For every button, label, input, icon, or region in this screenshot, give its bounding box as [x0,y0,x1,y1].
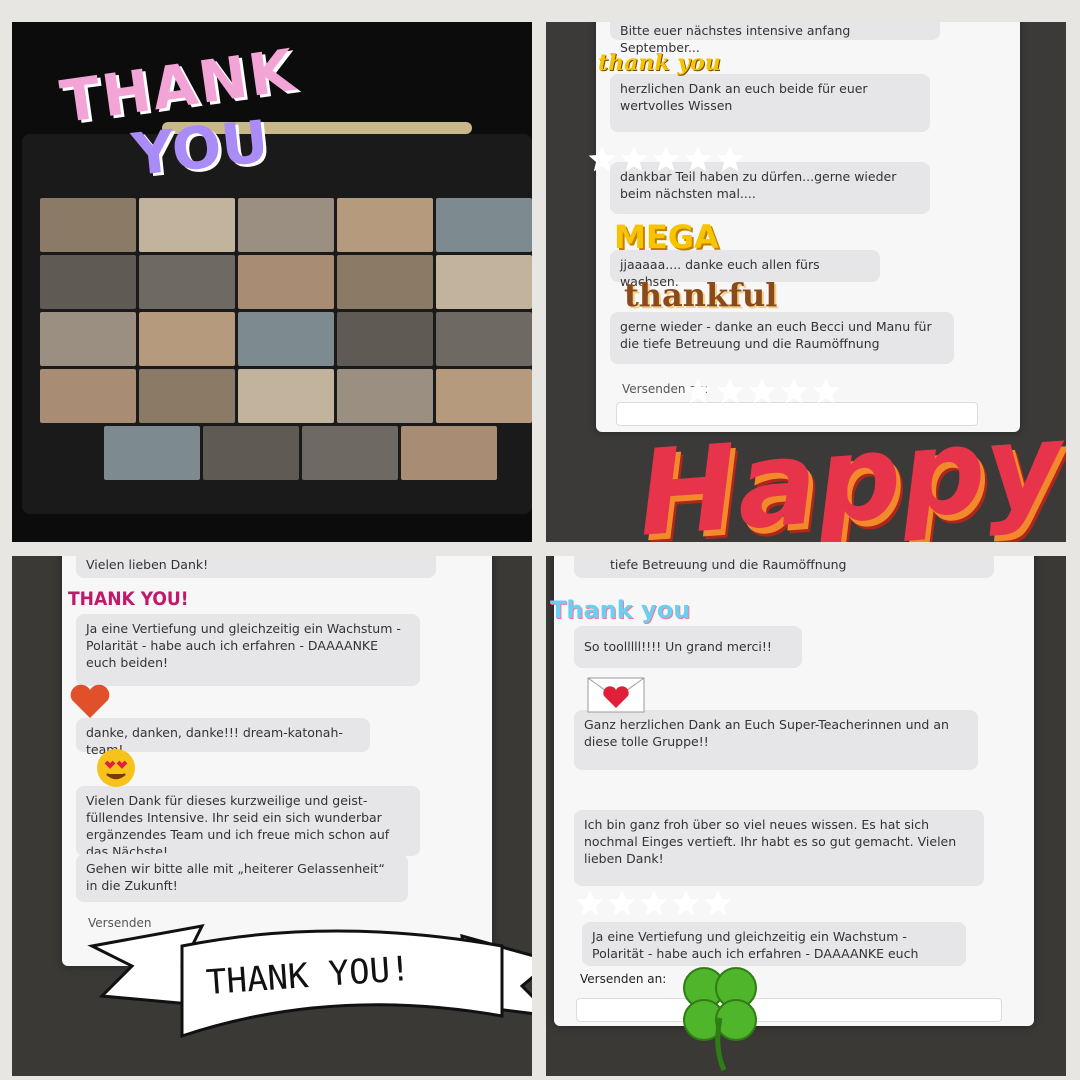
video-tile [436,198,532,252]
sticker-thankyou: thank you [598,50,721,76]
video-tile [203,426,299,480]
send-label: Versenden [88,916,152,930]
lamp [162,122,472,134]
star [672,890,700,916]
chat-message: Vielen Dank für dieses kurzweilige und g… [76,786,420,859]
video-tile [337,255,433,309]
chat-message: herzlichen Dank an euch beide für euer w… [610,74,930,132]
send-label: Versenden an: [622,382,709,396]
video-tile [436,255,532,309]
video-tile [337,198,433,252]
video-tile [238,198,334,252]
ribbon [87,923,532,1039]
chat-panel: Bitte euer nächstes intensive anfang Sep… [546,22,1066,542]
video-tile [401,426,497,480]
chat-panel: tiefe Betreuung und die Raumöffnung So t… [546,556,1066,1076]
sticker-you: YOU [128,107,272,189]
chat-message: jjaaaaa.... danke euch allen fürs wachse… [610,250,880,289]
sticker-thankyou: Thank you [550,596,691,624]
star [716,378,744,404]
video-tile [40,255,136,309]
heart [70,684,110,718]
chat-input [576,998,1002,1022]
star [716,146,744,172]
chat-message: Vielen lieben Dank! [76,556,436,578]
chat-message: So toolllll!!!! Un grand merci!! [574,626,802,668]
emoji [97,749,135,787]
chat-input [616,402,978,426]
star [588,146,616,172]
star [652,146,680,172]
star [704,890,732,916]
envelope [587,677,645,713]
star [576,890,604,916]
clover [683,967,757,1072]
video-tile [139,369,235,423]
send-label: Versenden an: [580,972,667,986]
chat-message: Ich bin ganz froh über so viel neues wis… [574,810,984,886]
stars [576,890,732,916]
star [684,378,712,404]
video-tile [337,312,433,366]
star [780,378,808,404]
stars [684,378,840,404]
video-tile [40,369,136,423]
video-tile [139,198,235,252]
video-tile [302,426,398,480]
sticker-thankful: thankful [624,276,778,314]
chat-message: tiefe Betreuung und die Raumöffnung [574,556,994,578]
chat-message: Bitte euer nächstes intensive anfang Sep… [610,22,940,55]
chat-message: gerne wieder - danke an euch Becci und M… [610,312,954,364]
video-tile [337,369,433,423]
video-tile [238,312,334,366]
star [684,146,712,172]
star [748,378,776,404]
star [608,890,636,916]
sticker-thankyou: THANK YOU! [68,588,189,610]
sticker-mega: MEGA [614,218,719,256]
video-tile [139,312,235,366]
video-tile [238,369,334,423]
zoom-panel: THANK YOU [12,22,532,542]
video-tile [436,369,532,423]
chat-message: danke, danken, danke!!! dream-katonah-te… [76,718,370,757]
video-tile [436,312,532,366]
chat-panel: Vielen lieben Dank! Ja eine Vertiefung u… [12,556,532,1076]
video-tile [40,312,136,366]
chat-message: Ganz herzlichen Dank an Euch Super-Teach… [574,710,978,770]
video-tile [104,426,200,480]
chat-message: Gehen wir bitte alle mit „heiterer Gelas… [76,854,408,902]
star [640,890,668,916]
stars [588,146,744,172]
chat-message: Ja eine Vertiefung und gleichzeitig ein … [76,614,420,686]
chat-message: Ja eine Vertiefung und gleichzeitig ein … [582,922,966,966]
video-tile [40,198,136,252]
video-tile [238,255,334,309]
star [620,146,648,172]
chat-message: dankbar Teil haben zu dürfen...gerne wie… [610,162,930,214]
video-tile [139,255,235,309]
star [812,378,840,404]
